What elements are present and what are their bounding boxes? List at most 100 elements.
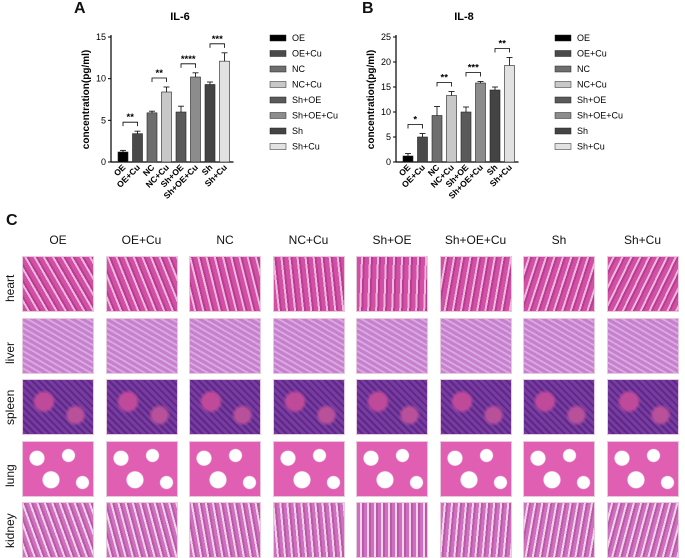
panel-label-c: C	[6, 212, 18, 229]
histology-tile-lung	[439, 440, 512, 497]
histology-tile-lung	[523, 440, 595, 497]
significance-bracket	[180, 63, 196, 68]
legend-label: Sh+Cu	[577, 142, 605, 152]
bar	[219, 60, 230, 163]
bar	[117, 151, 129, 163]
bar	[475, 82, 486, 163]
bar	[204, 84, 216, 163]
legend-label: Sh	[292, 126, 303, 136]
histology-tile-spleen	[189, 379, 261, 435]
il6-chart: IL-6 concentration(pg/ml) 0 5 10 15 OE OE+Cu NC N…	[81, 11, 338, 201]
histology-tile-kidney	[189, 502, 261, 558]
histology-tile-spleen	[523, 379, 595, 435]
legend-swatch	[269, 112, 287, 119]
significance-label: ***	[468, 63, 479, 74]
legend-label: OE+Cu	[577, 49, 607, 59]
histology-tile-lung	[606, 440, 679, 497]
y-tick-label: 10	[381, 107, 391, 117]
histology-tile-spleen	[272, 379, 345, 435]
il8-chart: IL-8 concentration(pg/ml) 0 5 10 15 20 25 OE OE+C…	[366, 11, 623, 201]
significance-label: ***	[212, 34, 223, 45]
panel-label-b: B	[362, 0, 374, 17]
significance-label: ****	[181, 54, 196, 65]
histology-column-header: NC+Cu	[288, 233, 329, 247]
histology-tile-heart	[523, 256, 595, 312]
legend-label: NC	[577, 64, 590, 74]
histology-tile-liver	[356, 317, 428, 374]
y-tick-label: 25	[381, 32, 391, 42]
legend-swatch	[554, 34, 572, 42]
histology-tile-heart	[105, 256, 178, 312]
significance-bracket	[122, 121, 138, 127]
histology-tile-kidney	[22, 502, 94, 558]
significance-label: **	[127, 112, 135, 123]
bar	[489, 89, 501, 163]
histology-row-label: heart	[3, 274, 17, 302]
y-tick-label: 0	[101, 157, 106, 167]
histology-tile-spleen	[439, 379, 512, 435]
legend-label: OE+Cu	[292, 49, 322, 59]
chart-title: IL-8	[454, 11, 474, 23]
histology-tile-kidney	[606, 502, 679, 558]
histology-tile-kidney	[105, 502, 178, 558]
bar	[161, 91, 172, 163]
y-axis-label: concentration(pg/ml)	[81, 50, 92, 149]
legend-swatch	[554, 112, 572, 119]
legend-swatch	[269, 96, 287, 104]
histology-column-header: Sh+OE	[372, 233, 412, 247]
bar	[504, 65, 515, 163]
histology-tile-spleen	[22, 379, 94, 435]
histology-tile-spleen	[606, 379, 679, 435]
histology-tile-liver	[272, 317, 345, 374]
legend-label: Sh+OE+Cu	[577, 111, 623, 121]
y-tick-label: 15	[381, 82, 391, 92]
histology-tile-lung	[22, 440, 94, 497]
histology-tile-spleen	[356, 379, 428, 435]
y-tick-label: 20	[381, 57, 391, 67]
histology-tile-heart	[606, 256, 679, 312]
y-tick-label: 0	[386, 157, 391, 167]
bar	[431, 115, 443, 163]
legend-label: NC+Cu	[577, 80, 607, 90]
histology-row-label: spleen	[3, 389, 17, 425]
legend-swatch	[269, 34, 287, 42]
significance-bracket	[151, 77, 167, 82]
histology-tile-lung	[272, 440, 345, 497]
legend-label: NC+Cu	[292, 80, 322, 90]
significance-bracket	[494, 48, 510, 53]
legend-swatch	[269, 81, 287, 88]
legend-swatch	[554, 81, 572, 88]
significance-bracket	[407, 124, 423, 129]
legend-label: Sh	[577, 126, 588, 136]
histology-tile-heart	[22, 256, 94, 312]
legend-swatch	[269, 65, 287, 73]
histology-column-header: NC	[216, 233, 234, 247]
y-tick-label: 5	[386, 132, 391, 142]
significance-bracket	[465, 72, 481, 77]
significance-label: **	[156, 68, 164, 79]
legend-label: OE	[577, 33, 590, 43]
y-tick-label: 10	[96, 74, 106, 84]
bar	[175, 111, 187, 163]
histology-column-header: Sh+Cu	[623, 233, 662, 247]
legend-label: OE	[292, 33, 305, 43]
y-tick-label: 5	[101, 115, 106, 125]
bar	[417, 136, 428, 163]
histology-row-label: kidney	[3, 513, 17, 548]
bar	[146, 112, 158, 163]
histology-tile-liver	[439, 317, 512, 374]
histology-column-header: OE	[49, 233, 67, 247]
histology-column-header: Sh+OE+Cu	[444, 233, 507, 247]
legend-swatch	[554, 65, 572, 73]
bar	[190, 76, 201, 163]
significance-label: **	[499, 39, 507, 50]
legend-swatch	[554, 50, 572, 57]
histology-tile-lung	[356, 440, 428, 497]
histology-column-header: Sh	[551, 233, 567, 247]
histology-tile-kidney	[523, 502, 595, 558]
histology-tile-kidney	[439, 502, 512, 558]
histology-tile-liver	[523, 317, 595, 374]
legend-swatch	[269, 50, 287, 57]
histology-tile-lung	[105, 440, 178, 497]
histology-tile-heart	[356, 256, 428, 312]
